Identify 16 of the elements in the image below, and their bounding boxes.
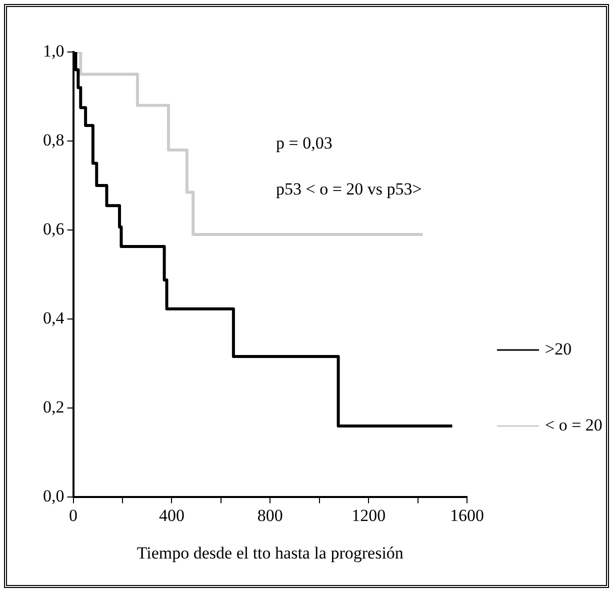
legend-label: >20 [545, 339, 572, 358]
x-tick-label: 800 [257, 506, 283, 525]
x-tick-label: 400 [158, 506, 184, 525]
x-axis-title: Tiempo desde el tto hasta la progresión [136, 543, 404, 562]
x-tick-label: 1200 [352, 506, 386, 525]
x-tick-label: 0 [69, 506, 78, 525]
y-tick-label: 0,0 [43, 486, 64, 506]
y-tick-label: 0,8 [43, 130, 64, 150]
y-tick-label: 0,4 [43, 308, 65, 328]
y-tick-label: 1,0 [43, 41, 64, 60]
y-tick-label: 0,2 [43, 398, 64, 417]
legend-label: < o = 20 [545, 415, 602, 434]
x-tick-label: 1600 [450, 506, 484, 525]
annotation: p = 0,03 [276, 133, 332, 152]
y-tick-label: 0,6 [43, 220, 64, 239]
legend-title: p53 < o = 20 vs p53> [276, 179, 422, 198]
